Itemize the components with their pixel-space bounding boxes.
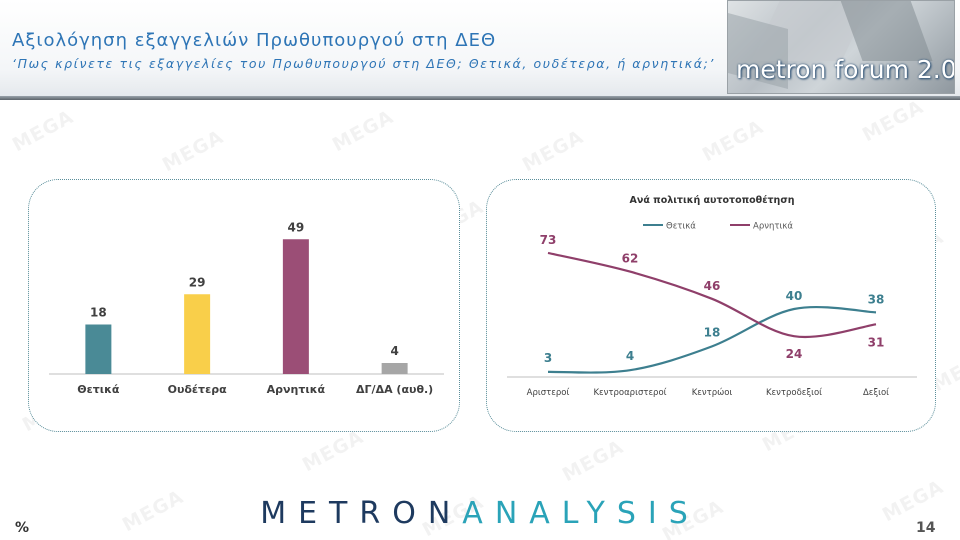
data-label: 62 bbox=[622, 252, 639, 266]
category-label: Αριστεροί bbox=[527, 388, 570, 398]
watermark-text: MEGA bbox=[558, 435, 628, 487]
bar bbox=[85, 324, 112, 374]
page-title: Αξιολόγηση εξαγγελιών Πρωθυπουργού στη Δ… bbox=[12, 30, 497, 51]
metron-analysis-logo: METRONANALYSIS bbox=[0, 496, 960, 531]
bar bbox=[184, 294, 211, 374]
watermark-text: MEGA bbox=[158, 125, 228, 177]
metron-forum-logo: metron forum 2.0 bbox=[727, 0, 955, 94]
data-label: 46 bbox=[704, 279, 721, 293]
overall-bar-chart: 18 Θετικά 29 Ουδέτερα 49 Αρνητικά 4 ΔΓ/ΔΑ (αυθ.… bbox=[49, 220, 444, 396]
data-label: 40 bbox=[786, 289, 803, 303]
category-label: Αρνητικά bbox=[267, 383, 326, 396]
watermark-text: MEGA bbox=[698, 115, 768, 167]
category-label: Δεξιοί bbox=[863, 388, 889, 398]
data-label: 31 bbox=[868, 335, 885, 349]
legend-label: Αρνητικά bbox=[753, 222, 793, 232]
legend-label: Θετικά bbox=[666, 222, 696, 232]
data-label: 73 bbox=[540, 233, 557, 247]
watermark-text: MEGA bbox=[858, 95, 928, 147]
data-label: 38 bbox=[868, 292, 885, 306]
category-label: Κεντροαριστεροί bbox=[593, 388, 666, 398]
bar bbox=[381, 363, 408, 374]
data-label: 4 bbox=[390, 344, 398, 358]
data-label: 24 bbox=[786, 347, 803, 361]
overall-chart-panel: 18 Θετικά 29 Ουδέτερα 49 Αρνητικά 4 ΔΓ/ΔΑ (αυθ.… bbox=[28, 179, 460, 432]
watermark-text: MEGA bbox=[328, 105, 398, 157]
data-label: 3 bbox=[544, 351, 552, 365]
ideology-chart-panel: Ανά πολιτική αυτοτοποθέτηση Θετικά Αρνητικ… bbox=[486, 179, 936, 432]
data-label: 29 bbox=[189, 275, 206, 289]
watermark-text: MEGA bbox=[8, 105, 78, 157]
brand-metron: METRON bbox=[260, 496, 463, 531]
metron-forum-logo-text: metron forum 2.0 bbox=[736, 55, 955, 84]
percent-label: % bbox=[15, 520, 30, 536]
header-divider bbox=[0, 96, 960, 100]
data-label: 18 bbox=[704, 325, 721, 339]
data-label: 4 bbox=[626, 349, 634, 363]
watermark-text: MEGA bbox=[518, 125, 588, 177]
category-label: Ουδέτερα bbox=[168, 383, 227, 396]
series-line bbox=[547, 306, 877, 374]
category-label: ΔΓ/ΔΑ (αυθ.) bbox=[356, 383, 433, 396]
series-line bbox=[547, 251, 877, 339]
data-label: 18 bbox=[90, 306, 107, 320]
data-label: 49 bbox=[288, 220, 305, 234]
chart-title: Ανά πολιτική αυτοτοποθέτηση bbox=[630, 195, 795, 206]
page-subtitle: ‘Πως κρίνετε τις εξαγγελίες του Πρωθυπου… bbox=[12, 56, 715, 71]
brand-analysis: ANALYSIS bbox=[462, 496, 700, 531]
watermark-text: MEGA bbox=[298, 425, 368, 477]
category-label: Κεντρώοι bbox=[692, 387, 733, 398]
ideology-line-chart: Ανά πολιτική αυτοτοποθέτηση Θετικά Αρνητικ… bbox=[507, 195, 917, 398]
bar bbox=[282, 239, 309, 374]
page-number: 14 bbox=[916, 520, 936, 536]
category-label: Θετικά bbox=[77, 383, 120, 396]
category-label: Κεντροδεξιοί bbox=[766, 388, 822, 398]
